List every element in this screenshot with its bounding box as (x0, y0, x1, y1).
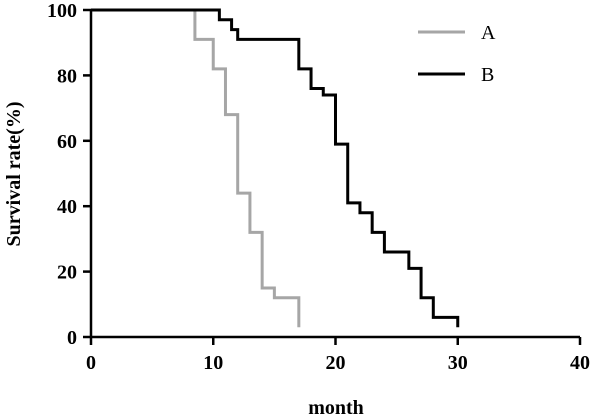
x-tick-label: 30 (448, 352, 468, 374)
y-tick-label: 40 (57, 196, 77, 218)
y-tick-label: 100 (47, 0, 77, 22)
series-line-a (91, 8, 301, 328)
y-tick-label: 60 (57, 131, 77, 153)
y-axis-title: Survival rate(%) (3, 102, 25, 247)
plot-area (91, 8, 460, 328)
series-line-b (91, 8, 460, 328)
x-tick-label: 0 (86, 352, 96, 374)
x-tick-label: 20 (326, 352, 346, 374)
y-tick-label: 80 (57, 65, 77, 87)
x-tick-label: 40 (570, 352, 590, 374)
y-tick-label: 0 (67, 327, 77, 349)
legend-label-a: A (481, 22, 496, 44)
axes: 0 10 20 30 40 0 20 40 60 80 100 (47, 0, 590, 374)
legend: AB (418, 22, 496, 86)
legend-label-b: B (481, 64, 494, 86)
x-axis-title: month (308, 397, 364, 419)
x-tick-label: 10 (203, 352, 223, 374)
y-tick-label: 20 (57, 262, 77, 284)
